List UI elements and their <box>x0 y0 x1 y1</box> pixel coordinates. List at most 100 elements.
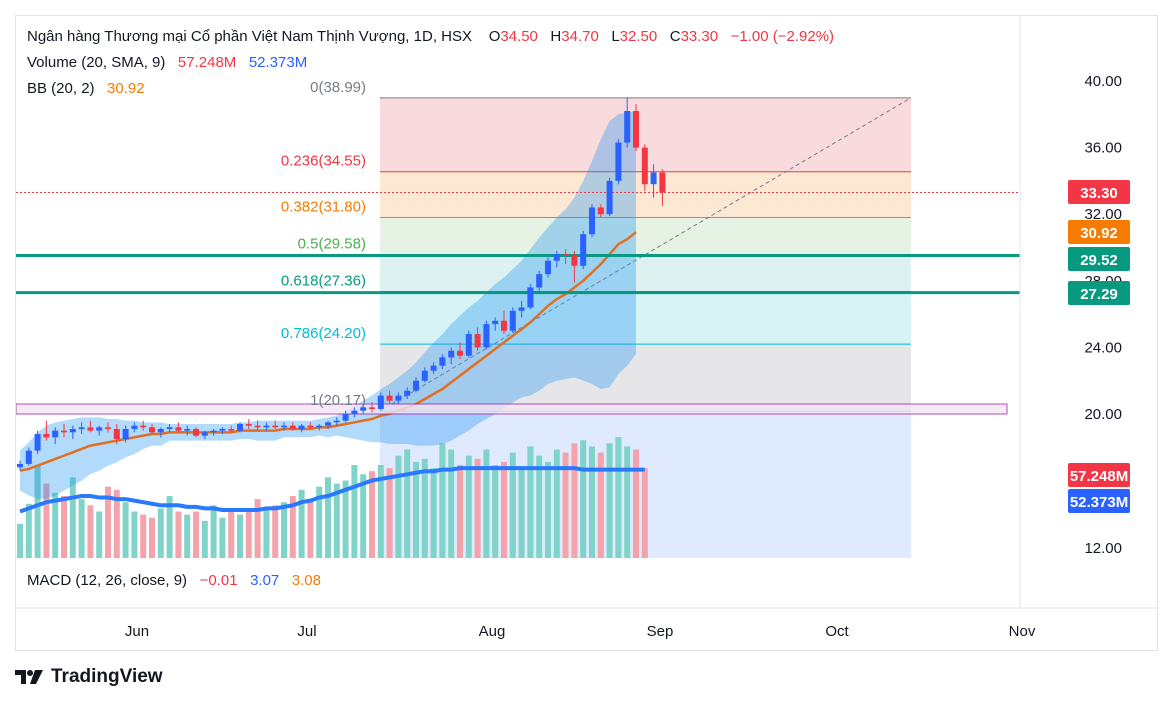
candle-body <box>439 357 446 366</box>
y-axis-tick-label: 40.00 <box>1084 73 1122 90</box>
volume-bar <box>184 514 191 558</box>
candle-body <box>307 425 314 428</box>
price-badge <box>1068 281 1130 305</box>
volume-bar <box>395 455 402 558</box>
volume-bar <box>386 468 393 558</box>
tradingview-logo[interactable]: TradingView <box>15 666 163 688</box>
volume-bar <box>527 446 534 558</box>
volume-bar <box>325 477 331 558</box>
candle-body <box>228 428 235 431</box>
volume-bar <box>342 480 349 558</box>
volume-bar <box>421 458 428 558</box>
candle-body <box>386 395 393 401</box>
candle-body <box>580 234 587 266</box>
volume-bar <box>69 477 76 558</box>
candle-body <box>562 254 569 256</box>
candle-body <box>545 260 551 275</box>
volume-bar <box>360 474 367 558</box>
volume-bar <box>149 517 155 558</box>
candle-body <box>298 425 305 429</box>
volume-legend: Volume (20, SMA, 9) 57.248M 52.373M <box>27 54 307 71</box>
candle-body <box>342 414 349 421</box>
y-axis-tick-label: 20.00 <box>1084 406 1122 423</box>
price-badge <box>1068 463 1130 487</box>
fib-level-label: 0.618(27.36) <box>281 272 366 289</box>
price-badge <box>1068 489 1130 513</box>
volume-bar <box>457 465 463 558</box>
chart-frame <box>15 15 1158 651</box>
volume-bar <box>263 508 270 558</box>
candle-body <box>175 427 182 431</box>
volume-bar <box>34 465 41 558</box>
volume-bar <box>289 496 296 558</box>
y-axis-tick-label: 32.00 <box>1084 206 1122 223</box>
candle-body <box>17 463 23 468</box>
candle-body <box>105 427 111 429</box>
volume-bar <box>281 502 287 558</box>
close-value: 33.30 <box>680 28 719 45</box>
volume-bar <box>439 443 446 558</box>
candle-body <box>69 428 76 433</box>
candle-body <box>201 432 208 436</box>
fib-level-label: 0.5(29.58) <box>298 235 366 252</box>
volume-bar <box>492 465 499 558</box>
candle-body <box>61 430 67 433</box>
candle-body <box>25 450 32 464</box>
volume-bar <box>509 452 516 558</box>
fib-zone <box>380 217 911 255</box>
candle-body <box>395 395 402 401</box>
volume-bar <box>377 465 384 558</box>
price-badge-label: 27.29 <box>1080 286 1118 303</box>
volume-bar <box>245 508 252 558</box>
volume-bar <box>175 511 182 558</box>
title-legend: Ngân hàng Thương mại Cổ phần Việt Nam Th… <box>27 28 834 45</box>
volume-bar <box>210 505 217 558</box>
candle-body <box>589 207 595 235</box>
volume-bar <box>633 449 639 558</box>
candle-body <box>518 307 525 311</box>
macd-legend: MACD (12, 26, close, 9) −0.01 3.07 3.08 <box>27 572 321 589</box>
volume-bar <box>201 520 208 558</box>
candle-body <box>501 320 507 331</box>
volume-bar <box>606 443 613 558</box>
volume-bar <box>641 468 648 558</box>
bb-legend: BB (20, 2) 30.92 <box>27 80 145 97</box>
candle-body <box>404 390 411 396</box>
macd-legend-v2: 3.07 <box>250 572 280 589</box>
candle-body <box>289 425 296 429</box>
volume-bar <box>61 496 67 558</box>
candle-body <box>210 430 217 433</box>
volume-bar <box>615 437 622 558</box>
candle-body <box>624 110 631 143</box>
candle-body <box>369 407 375 410</box>
bb-legend-value: 30.92 <box>107 80 145 97</box>
change-value: −1.00 (−2.92%) <box>730 28 835 45</box>
candle-body <box>492 320 499 325</box>
candle-body <box>131 425 138 429</box>
volume-bar <box>219 517 226 558</box>
close-label: C <box>669 28 681 45</box>
candle-body <box>474 334 481 348</box>
volume-legend-label: Volume (20, SMA, 9) <box>27 54 166 71</box>
volume-bar <box>52 492 59 558</box>
x-axis-tick-label: Aug <box>479 623 506 640</box>
candle-body <box>325 422 331 426</box>
volume-bar <box>140 514 147 558</box>
fib-level-label: 0.786(24.20) <box>281 325 366 342</box>
low-label: L <box>611 28 620 45</box>
candle-body <box>633 110 639 148</box>
volume-bar <box>589 446 595 558</box>
candle-body <box>465 334 472 356</box>
candle-body <box>237 423 243 431</box>
candle-body <box>659 172 666 193</box>
volume-bar <box>580 440 587 558</box>
volume-bar <box>87 505 94 558</box>
x-axis-tick-label: Sep <box>647 623 674 640</box>
range-rectangle <box>16 403 1008 415</box>
volume-sma-line <box>19 466 645 514</box>
candle-body <box>483 324 490 348</box>
candle-body <box>509 310 516 331</box>
volume-bar <box>96 511 103 558</box>
candle-body <box>193 428 199 436</box>
